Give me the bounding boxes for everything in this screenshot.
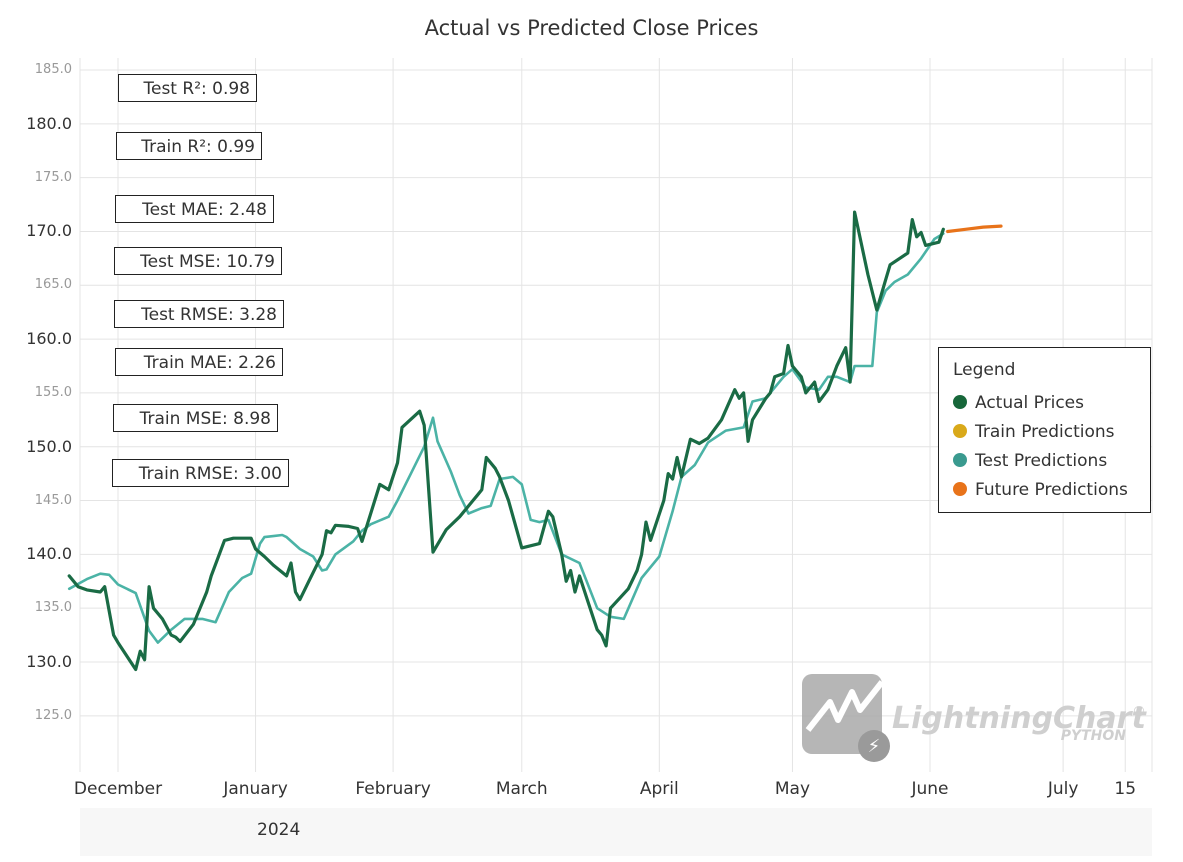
legend-marker [953,394,967,409]
x-tick-label: July [1047,779,1079,799]
x-tick-label: April [639,779,679,799]
y-tick-label: 150.0 [26,436,72,456]
y-tick-label: 175.0 [34,169,72,185]
metric-test-mse: Test MSE: 10.79 [114,247,282,275]
y-tick-label: 165.0 [34,277,72,293]
x-axis-strip [80,808,1152,856]
legend-title: Legend [953,360,1016,380]
y-tick-label: 125.0 [34,707,72,723]
x-tick-label: May [774,779,811,799]
y-tick-label: 130.0 [26,652,72,671]
x-tick-label: January [223,779,288,799]
x-tick-label: February [355,779,431,799]
legend-marker [953,452,967,467]
x-tick-label: March [495,779,548,799]
y-tick-label: 185.0 [34,62,72,77]
metric-test-mae: Test MAE: 2.48 [115,195,274,223]
y-tick-label: 135.0 [34,600,72,616]
metric-train-rmse: Train RMSE: 3.00 [112,459,289,487]
series-line-future [946,224,1003,234]
lightningchart-logo: ⚡ LightningChart ® PYTHON [802,674,1147,762]
metric-test-r2: Test R²: 0.98 [118,74,257,102]
metric-train-mse: Train MSE: 8.98 [113,404,278,432]
watermark: ⚡ LightningChart ® PYTHON [800,672,1150,776]
series-line-actual [67,210,945,672]
legend-item-test[interactable]: Test Predictions [953,449,1107,473]
metric-test-rmse: Test RMSE: 3.28 [114,300,284,328]
legend-label: Actual Prices [975,393,1084,413]
metric-train-r2: Train R²: 0.99 [116,132,262,160]
legend-label: Train Predictions [975,422,1115,442]
watermark-reg: ® [1132,704,1146,720]
legend-label: Future Predictions [975,480,1128,500]
y-tick-label: 170.0 [26,221,72,241]
x-axis-year-label: 2024 [257,820,301,840]
y-tick-label: 145.0 [34,492,72,508]
chart-title: Actual vs Predicted Close Prices [424,16,759,40]
x-tick-label: June [911,779,949,799]
legend-marker [953,423,967,438]
watermark-sub: PYTHON [1061,728,1127,744]
watermark-brand: LightningChart [892,701,1147,736]
y-tick-label: 140.0 [26,544,72,564]
y-tick-label: 155.0 [34,384,72,400]
legend-item-train[interactable]: Train Predictions [953,420,1115,444]
x-tick-label: 15 [1114,779,1137,799]
x-tick-label: December [73,779,163,799]
y-tick-label: 180.0 [26,113,72,133]
svg-text:⚡: ⚡ [868,736,881,757]
legend: Legend Actual Prices Train Predictions T… [938,347,1151,513]
series-line-test [67,232,945,644]
y-tick-label: 160.0 [26,329,72,349]
legend-marker [953,481,967,496]
legend-item-actual[interactable]: Actual Prices [953,391,1084,415]
legend-label: Test Predictions [975,451,1108,471]
legend-item-future[interactable]: Future Predictions [953,478,1128,502]
metric-train-mae: Train MAE: 2.26 [115,348,283,376]
